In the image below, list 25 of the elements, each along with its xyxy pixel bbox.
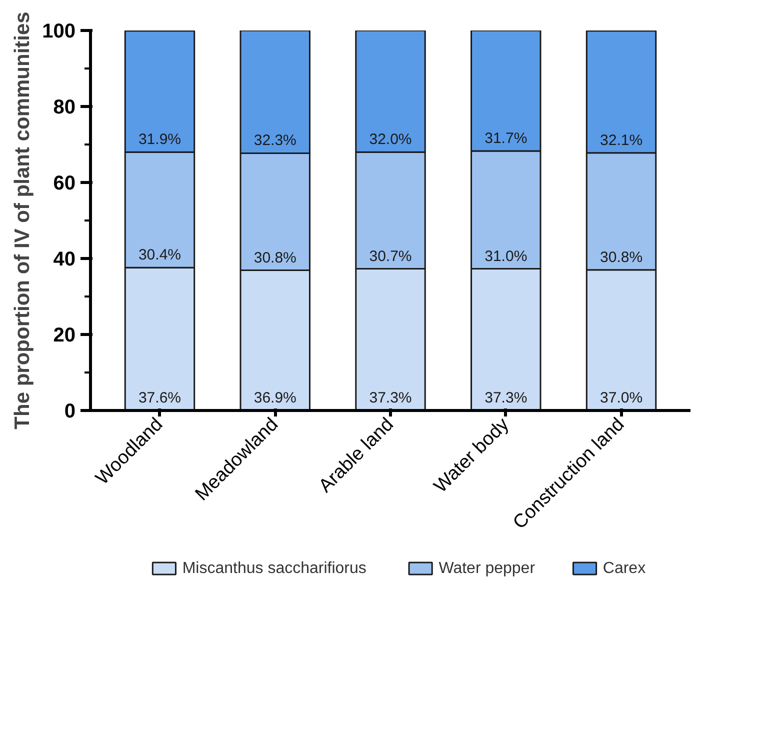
data-label: 30.8% [254,249,296,266]
data-label: 32.3% [254,132,296,150]
data-label: 37.3% [484,390,528,406]
data-label: 30.8% [600,248,643,266]
data-label: 31.9% [138,131,182,148]
data-label: 30.7% [369,248,412,265]
y-axis-title: The proportion of IV of plant communities [11,12,34,430]
legend-label: Miscanthus saccharifiorus [182,560,366,577]
legend-label: Water pepper [438,560,536,577]
data-label: 31.0% [484,248,528,265]
data-label: 37.6% [138,390,182,406]
data-label: 31.7% [484,130,528,147]
data-label: 37.3% [369,390,412,406]
y-tick-label: 100 [42,20,76,42]
y-tick-label: 80 [53,96,76,118]
y-tick-label: 40 [53,248,76,270]
data-label: 37.0% [600,390,643,406]
data-label: 36.9% [254,390,296,406]
y-tick-label: 60 [53,172,76,194]
data-label: 32.1% [600,132,643,149]
y-tick-label: 0 [64,400,76,422]
y-tick-label: 20 [53,324,76,346]
data-label: 32.0% [369,131,412,148]
legend-label: Carex [602,560,646,577]
data-label: 30.4% [138,246,182,264]
